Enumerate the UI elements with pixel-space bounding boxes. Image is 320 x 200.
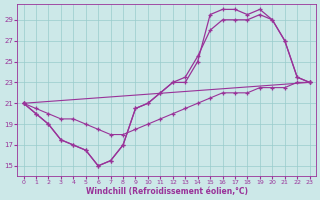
X-axis label: Windchill (Refroidissement éolien,°C): Windchill (Refroidissement éolien,°C)	[85, 187, 248, 196]
